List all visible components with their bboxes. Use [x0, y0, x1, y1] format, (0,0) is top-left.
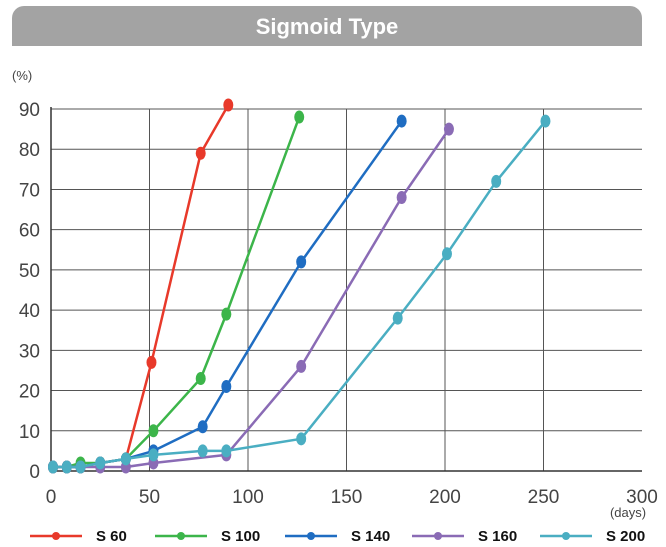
- series-line: [52, 120, 547, 469]
- legend-swatch-marker: [177, 532, 185, 540]
- series-s-200: [47, 114, 551, 474]
- data-point: [221, 380, 232, 394]
- y-tick-label: 10: [19, 422, 40, 443]
- data-point: [221, 444, 232, 458]
- data-point: [75, 460, 86, 474]
- data-point: [540, 114, 551, 128]
- data-point: [197, 444, 208, 458]
- series-s-100: [47, 110, 305, 474]
- legend-item: S 60: [30, 528, 127, 545]
- data-point: [120, 452, 131, 466]
- data-point: [441, 247, 452, 261]
- y-tick-label: 90: [19, 100, 40, 121]
- legend-swatch-marker: [307, 532, 315, 540]
- data-point: [396, 114, 407, 128]
- x-tick-label: 50: [139, 487, 160, 508]
- data-point: [195, 371, 206, 385]
- x-tick-label: 250: [528, 487, 560, 508]
- legend-swatch-marker: [562, 532, 570, 540]
- data-point: [294, 110, 305, 124]
- data-point: [148, 424, 159, 438]
- legend-swatch-marker: [52, 532, 60, 540]
- series-line: [52, 128, 450, 469]
- x-tick-label: 100: [232, 487, 264, 508]
- y-tick-label: 40: [19, 301, 40, 322]
- data-point: [61, 460, 72, 474]
- series-line: [52, 116, 301, 469]
- legend: S 60 S 100 S 140 S 160 S 200: [30, 528, 645, 545]
- legend-label: S 100: [221, 528, 260, 545]
- x-axis-unit: (days): [610, 505, 646, 520]
- legend-label: S 140: [351, 528, 390, 545]
- chart-title: Sigmoid Type: [12, 6, 642, 46]
- data-point: [195, 146, 206, 160]
- series-s-140: [47, 114, 407, 474]
- x-tick-label: 200: [429, 487, 461, 508]
- legend-item: S 200: [540, 528, 645, 545]
- series-s-160: [47, 122, 454, 474]
- legend-swatch-marker: [434, 532, 442, 540]
- y-tick-label: 70: [19, 180, 40, 201]
- x-tick-label: 150: [331, 487, 363, 508]
- data-point: [148, 448, 159, 462]
- axes: 0 10 20 30 40 50 60 70 80 90 0 50 100 150 200 250 300: [19, 100, 658, 508]
- y-tick-label: 20: [19, 382, 40, 403]
- data-point: [47, 460, 58, 474]
- y-tick-label: 80: [19, 140, 40, 161]
- data-point: [296, 432, 307, 446]
- series-line: [52, 120, 403, 469]
- series-s-60: [47, 98, 234, 474]
- data-point: [146, 355, 157, 369]
- data-point: [392, 311, 403, 325]
- y-tick-label: 60: [19, 221, 40, 242]
- y-tick-label: 0: [29, 462, 40, 483]
- y-tick-label: 50: [19, 261, 40, 282]
- data-point: [296, 359, 307, 373]
- legend-label: S 200: [606, 528, 645, 545]
- x-tick-label: 0: [46, 487, 57, 508]
- grid: [51, 108, 642, 471]
- data-point: [223, 98, 234, 112]
- data-point: [396, 190, 407, 204]
- y-tick-label: 30: [19, 341, 40, 362]
- data-point: [443, 122, 454, 136]
- x-tick-label: 300: [626, 487, 658, 508]
- legend-label: S 60: [96, 528, 127, 545]
- data-point: [197, 420, 208, 434]
- legend-label: S 160: [478, 528, 517, 545]
- data-point: [221, 307, 232, 321]
- data-point: [95, 456, 106, 470]
- legend-item: S 140: [285, 528, 390, 545]
- legend-item: S 160: [412, 528, 517, 545]
- legend-item: S 100: [155, 528, 260, 545]
- y-axis-unit: (%): [12, 68, 32, 83]
- series-lines: [47, 98, 551, 474]
- data-point: [491, 174, 502, 188]
- data-point: [296, 255, 307, 269]
